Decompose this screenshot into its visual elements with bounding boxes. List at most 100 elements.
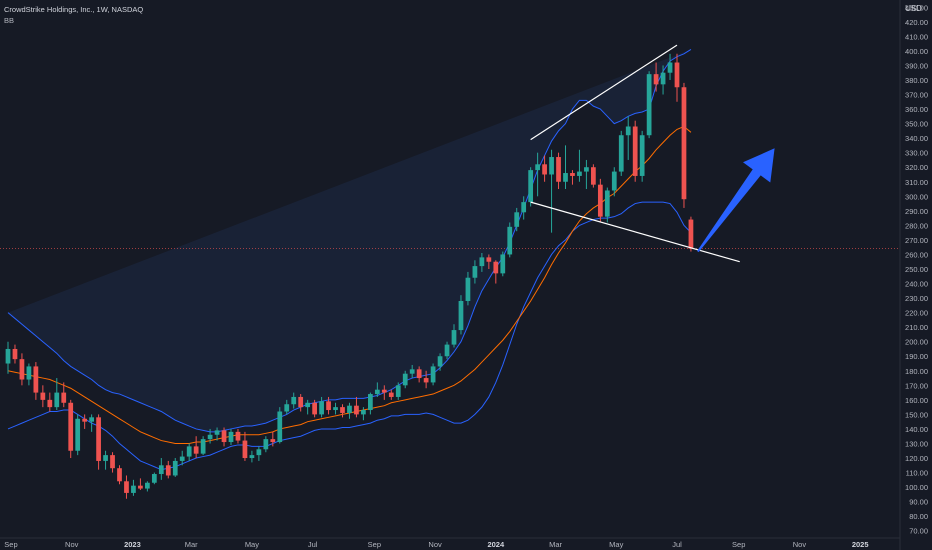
candle-body — [96, 417, 101, 461]
candle-body — [54, 392, 60, 408]
candle — [75, 414, 81, 456]
candle-body — [186, 446, 192, 457]
y-tick-label: 280.00 — [905, 221, 928, 230]
candle — [479, 253, 485, 272]
candle — [340, 404, 345, 418]
candle-body — [584, 167, 589, 172]
candle — [472, 260, 478, 284]
candle-body — [535, 164, 540, 171]
candle-body — [361, 410, 366, 415]
candle-body — [423, 378, 429, 383]
candle-body — [611, 171, 617, 191]
candle-body — [249, 455, 255, 459]
currency-label: USD — [905, 4, 922, 13]
candle-body — [200, 439, 206, 454]
bb-lower-line — [7, 201, 692, 471]
candle-body — [528, 170, 534, 203]
candle — [667, 53, 673, 80]
y-tick-label: 270.00 — [905, 236, 928, 245]
candle — [402, 370, 408, 389]
candle — [388, 389, 394, 400]
y-tick-label: 360.00 — [905, 105, 928, 114]
candle — [458, 295, 464, 335]
trendline-1 — [530, 44, 678, 141]
bb-upper-line — [7, 49, 692, 433]
y-tick-label: 430.00 — [905, 3, 928, 12]
candle-body — [256, 449, 262, 456]
candle — [96, 414, 101, 470]
x-tick-label: Sep — [732, 540, 745, 549]
candle-body — [110, 455, 115, 469]
candle-body — [486, 257, 492, 262]
candle-body — [409, 369, 415, 374]
candle — [507, 222, 513, 258]
candle-body — [660, 72, 666, 85]
x-tick-label: Jul — [672, 540, 682, 549]
candle-body — [402, 373, 408, 386]
candle — [653, 62, 659, 92]
candle — [89, 414, 94, 432]
candle-body — [458, 300, 464, 331]
candle — [68, 399, 74, 459]
candle — [117, 465, 122, 485]
candle-body — [340, 407, 345, 413]
candle — [528, 167, 534, 207]
candle-body — [514, 212, 520, 227]
candle-body — [430, 366, 436, 383]
candle-body — [270, 439, 276, 443]
candle — [618, 130, 624, 176]
candle-body — [521, 202, 527, 213]
candle-body — [625, 126, 631, 136]
candle-body — [19, 359, 25, 380]
candle — [361, 407, 366, 421]
candle-body — [298, 396, 304, 408]
candle — [374, 382, 380, 397]
y-tick-label: 110.00 — [906, 469, 928, 478]
candle — [193, 436, 199, 459]
candle — [270, 431, 276, 447]
x-tick-label: Mar — [185, 540, 198, 549]
candle — [33, 362, 39, 400]
candle — [451, 324, 457, 348]
candle — [333, 402, 338, 415]
x-tick-label: May — [245, 540, 259, 549]
candle-body — [5, 348, 11, 364]
candle — [186, 443, 192, 461]
candle — [291, 392, 297, 409]
candle-body — [179, 456, 185, 461]
y-tick-label: 260.00 — [905, 250, 928, 259]
candle-body — [374, 389, 380, 395]
candle-body — [395, 385, 401, 397]
candle-body — [326, 401, 331, 411]
candle — [584, 159, 589, 190]
x-tick-label: Sep — [368, 540, 381, 549]
candle-body — [242, 440, 248, 459]
y-tick-label: 330.00 — [905, 149, 928, 158]
y-tick-label: 70.00 — [909, 527, 928, 536]
candle-body — [158, 465, 164, 475]
candle — [284, 399, 290, 415]
candle-body — [221, 430, 227, 443]
y-tick-label: 380.00 — [905, 76, 928, 85]
candle — [354, 396, 359, 418]
candle — [82, 414, 88, 429]
candle-body — [416, 369, 422, 379]
candle — [611, 167, 617, 197]
candle — [298, 394, 304, 412]
candle-body — [26, 366, 32, 380]
candle — [200, 436, 206, 456]
candle — [535, 152, 540, 197]
x-tick-label: 2023 — [124, 540, 141, 549]
candle-body — [277, 411, 283, 443]
y-tick-label: 200.00 — [905, 338, 928, 347]
candle — [381, 385, 387, 400]
candle-body — [667, 62, 673, 73]
candle-body — [347, 405, 352, 413]
candle — [110, 452, 115, 473]
candle — [61, 382, 67, 408]
candle — [500, 251, 506, 277]
y-tick-label: 340.00 — [905, 134, 928, 143]
candle — [158, 458, 164, 480]
candle — [591, 164, 596, 188]
